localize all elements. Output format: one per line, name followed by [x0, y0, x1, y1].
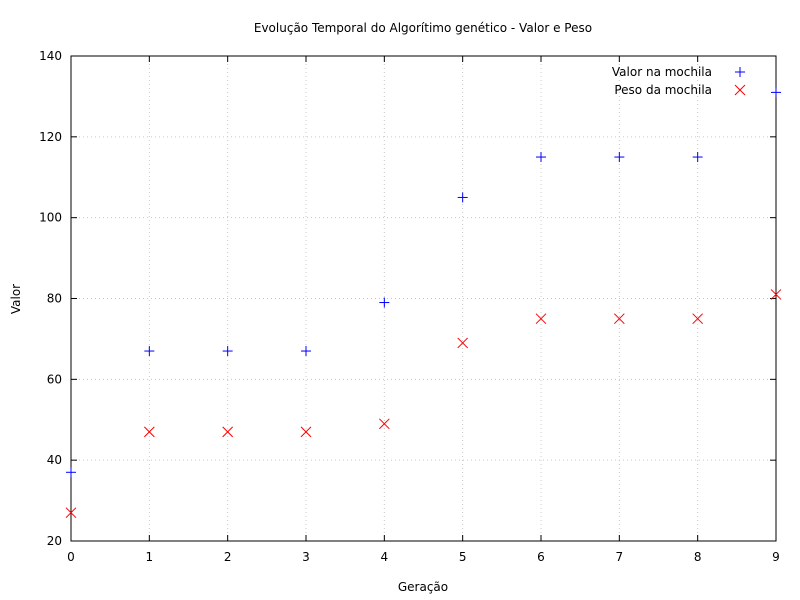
legend: Valor na mochila Peso da mochila	[612, 65, 746, 97]
point-peso	[692, 313, 704, 325]
point-peso	[535, 313, 547, 325]
point-peso	[300, 426, 312, 438]
point-peso-d2	[222, 426, 234, 438]
x-tick-label: 2	[224, 550, 232, 564]
x-axis-label: Geração	[398, 580, 448, 594]
plot-frame	[70, 55, 777, 542]
legend-marker-valor	[735, 67, 745, 77]
y-tick-label: 140	[39, 49, 62, 63]
point-peso	[457, 337, 469, 349]
point-valor	[771, 87, 781, 98]
point-valor	[692, 152, 703, 163]
point-valor	[457, 192, 468, 203]
point-peso-d2	[378, 418, 390, 430]
point-peso	[770, 289, 782, 300]
legend-label-valor: Valor na mochila	[612, 65, 712, 79]
point-valor	[614, 152, 625, 163]
point-valor	[222, 346, 233, 357]
chart-title: Evolução Temporal do Algorítimo genético…	[254, 21, 592, 35]
x-tick-label: 5	[459, 550, 467, 564]
point-peso	[143, 426, 155, 438]
point-peso-d2	[457, 337, 469, 349]
x-tick-label: 8	[694, 550, 702, 564]
legend-label-peso: Peso da mochila	[614, 83, 712, 97]
y-tick-label: 20	[47, 534, 62, 548]
x-tick-label: 0	[67, 550, 75, 564]
point-peso-d2	[770, 289, 782, 300]
point-peso	[222, 426, 234, 438]
y-tick-label: 60	[47, 372, 62, 386]
point-peso	[378, 418, 390, 430]
x-tick-label: 4	[381, 550, 389, 564]
point-valor	[144, 346, 155, 357]
point-peso-d2	[692, 313, 704, 325]
data-points	[65, 87, 782, 519]
y-tick-label: 40	[47, 453, 62, 467]
point-peso-d2	[143, 426, 155, 438]
x-tick-label: 6	[537, 550, 545, 564]
point-peso-d2	[300, 426, 312, 438]
point-peso-d2	[535, 313, 547, 325]
point-peso	[65, 507, 77, 519]
x-tick-label: 1	[146, 550, 154, 564]
grid-lines	[71, 56, 776, 541]
point-peso	[613, 313, 625, 325]
y-tick-label: 100	[39, 211, 62, 225]
legend-marker-peso	[734, 84, 746, 96]
axes: 0 1 2 3 4 5 6 7 8 9 20 40 60 80 100 120 140	[39, 49, 780, 564]
point-valor	[379, 297, 390, 308]
x-tick-label: 7	[616, 550, 624, 564]
point-valor	[66, 467, 76, 478]
x-tick-label: 3	[302, 550, 310, 564]
point-peso-d2	[613, 313, 625, 325]
point-valor	[536, 152, 546, 163]
y-axis-label: Valor	[9, 284, 23, 314]
legend-marker-peso-d2	[734, 84, 746, 96]
point-valor	[301, 346, 311, 357]
point-peso-d2	[65, 507, 77, 519]
y-tick-label: 120	[39, 130, 62, 144]
x-tick-label: 9	[772, 550, 780, 564]
y-tick-label: 80	[47, 292, 62, 306]
